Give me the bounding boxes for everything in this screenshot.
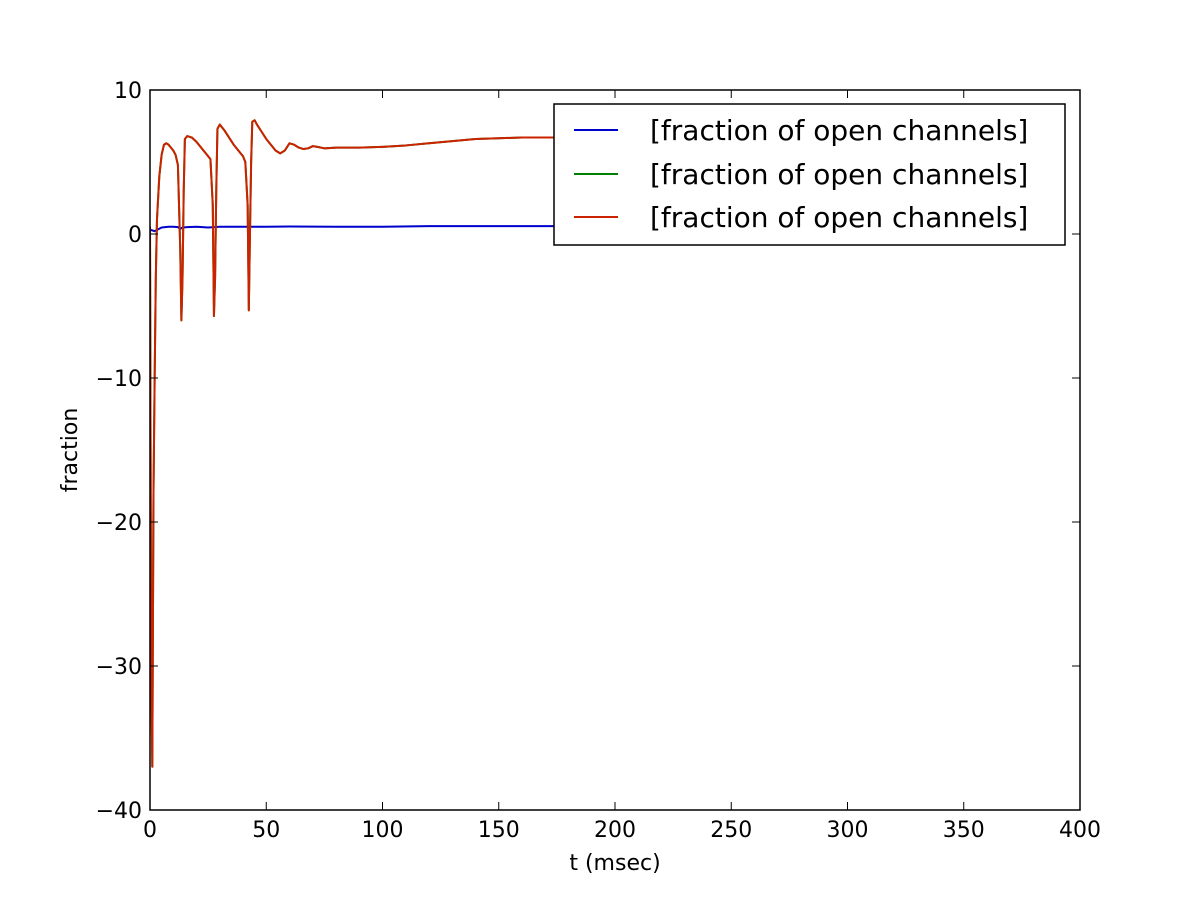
legend-box [553,103,1066,246]
series-line-3 [150,119,557,768]
legend-label-3: [fraction of open channels] [650,201,1028,234]
series-layer [150,119,557,768]
x-tick-label: 200 [594,818,636,843]
x-tick-label: 150 [478,818,520,843]
tick-layer: 0 50 100 150 200 250 300 350 400 −40 −30 −20 −10 0 10 [96,79,1101,843]
y-tick-label: 10 [114,79,142,104]
y-tick-label: 0 [128,223,142,248]
x-tick-label: 350 [943,818,985,843]
y-axis-label: fraction [58,408,83,493]
legend-label-1: [fraction of open channels] [650,114,1028,147]
x-tick-label: 250 [710,818,752,843]
legend-label-2: [fraction of open channels] [650,158,1028,191]
legend: [fraction of open channels] [fraction of… [553,103,1066,246]
x-axis-label: t (msec) [569,851,660,876]
x-tick-label: 50 [252,818,280,843]
x-tick-label: 0 [143,818,157,843]
y-tick-label: −30 [96,655,142,680]
y-tick-label: −20 [96,511,142,536]
y-tick-label: −10 [96,367,142,392]
x-tick-label: 100 [362,818,404,843]
series-line-1 [150,225,557,233]
x-tick-label: 300 [827,818,869,843]
x-tick-label: 400 [1059,818,1101,843]
y-tick-label: −40 [96,799,142,824]
